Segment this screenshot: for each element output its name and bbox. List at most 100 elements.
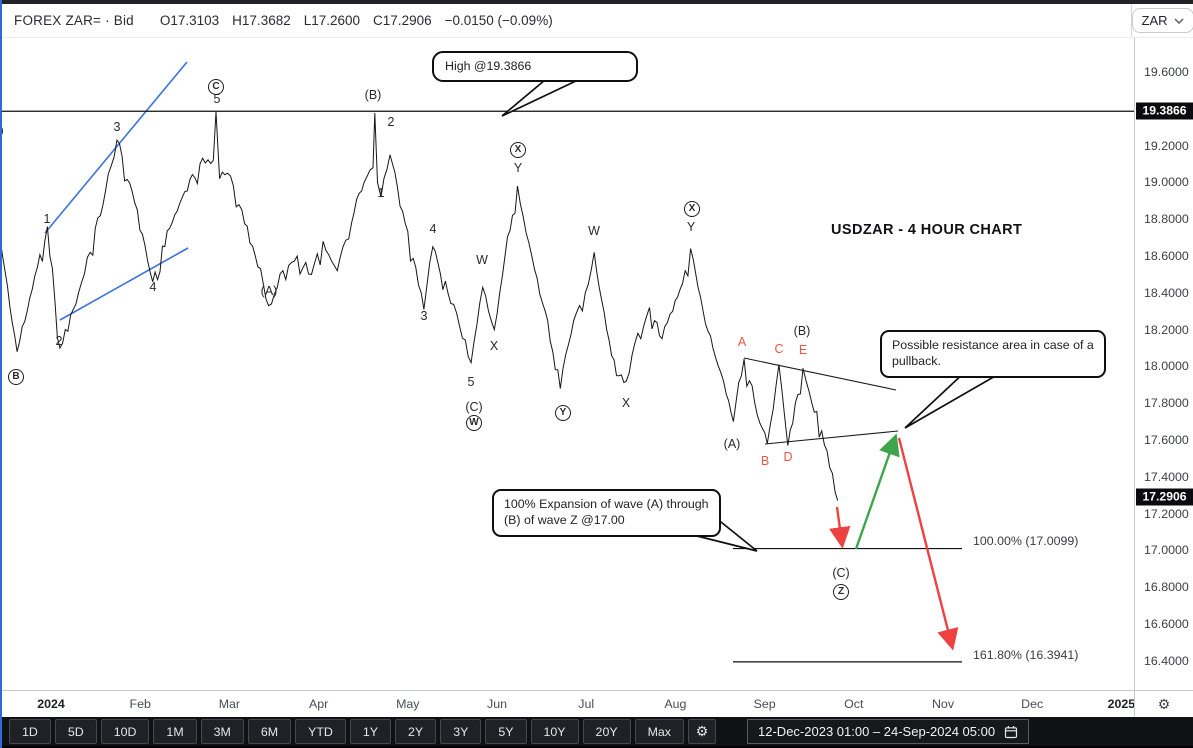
time-axis[interactable]: 2024 Feb Mar Apr May Jun Jul Aug Sep Oct Nov Dec 202… <box>0 690 1193 718</box>
x-axis-label: Aug <box>664 697 687 711</box>
x-axis-label: Jun <box>487 697 507 711</box>
axis-settings-cell: ⚙ <box>1134 691 1193 718</box>
x-axis-label: Jul <box>578 697 595 711</box>
y-axis-label: 19.0000 <box>1144 175 1189 190</box>
toolbar-settings-button[interactable]: ⚙ <box>688 719 717 744</box>
wave-label-c: (C) <box>832 566 850 580</box>
fib-label: 161.80% (16.3941) <box>973 647 1079 662</box>
wave-label-a: (A) <box>260 284 278 298</box>
y-axis-label: 17.4000 <box>1144 469 1189 484</box>
y-axis-label: 19.6000 <box>1144 65 1189 79</box>
y-axis-label: 18.2000 <box>1144 322 1189 337</box>
range-button-5y[interactable]: 5Y <box>485 719 527 744</box>
x-axis-label: Mar <box>218 697 241 711</box>
resistance-callout-text-1: Possible resistance area in case of a <box>892 338 1094 352</box>
x-axis-label: 2024 <box>37 697 65 711</box>
y-axis-label: 17.8000 <box>1144 396 1189 411</box>
ohlc-value: H17.3682 <box>232 13 291 28</box>
range-buttons: 1D 5D 10D 1M 3M 6M YTD 1Y 2Y 3Y 5Y 10Y 20Y Max <box>9 719 685 744</box>
wave-label-y: Y <box>513 161 523 175</box>
price-change: −0.0150 (−0.09%) <box>444 13 553 28</box>
range-button-10d[interactable]: 10D <box>100 719 150 744</box>
wave-label-1: 1 <box>377 186 385 200</box>
chart-annotation-layer: USDZAR - 4 HOUR CHART High @19.3866 Poss… <box>0 38 1134 690</box>
wave-label-b: B <box>760 454 770 468</box>
range-button-20y[interactable]: 20Y <box>582 719 631 744</box>
wave-label-2: 2 <box>387 115 395 129</box>
high-callout[interactable]: High @19.3866 <box>432 51 638 83</box>
chevron-down-icon <box>1173 17 1184 24</box>
wave-label-b: (B) <box>364 88 382 102</box>
wave-label-circled-z: Z <box>833 584 849 600</box>
wave-label-2: 2 <box>55 334 63 348</box>
blue-trendline[interactable] <box>59 247 189 321</box>
wave-label-y: Y <box>686 220 696 234</box>
ohlc-value: L17.2600 <box>303 13 361 28</box>
range-button-3y[interactable]: 3Y <box>440 719 482 744</box>
range-button-6m[interactable]: 6M <box>247 719 292 744</box>
wave-label-e: E <box>798 343 808 357</box>
wave-label-circled-y: Y <box>555 405 571 421</box>
ohlc-value: O17.3103 <box>159 13 220 28</box>
ohlc-value: C17.2906 <box>373 13 432 28</box>
wave-label-3: 3 <box>113 120 121 134</box>
resistance-callout-text-2: pullback. <box>892 354 941 369</box>
high-callout-text: High @19.3866 <box>445 59 532 73</box>
expansion-callout-text-2: (B) of wave Z @17.00 <box>504 513 625 528</box>
y-axis-label: 16.8000 <box>1144 580 1189 595</box>
wave-label-1: 1 <box>43 212 51 226</box>
wave-label-x: X <box>489 339 499 353</box>
triangle-trendline[interactable] <box>764 430 899 445</box>
wave-label-b: (B) <box>793 324 811 338</box>
fib-label: 100.00% (17.0099) <box>973 533 1079 548</box>
x-axis-label: Dec <box>1021 697 1044 711</box>
range-button-10y[interactable]: 10Y <box>530 719 579 744</box>
range-button-5d[interactable]: 5D <box>54 719 97 744</box>
expansion-callout[interactable]: 100% Expansion of wave (A) through (B) o… <box>492 489 721 537</box>
range-button-max[interactable]: Max <box>634 719 685 744</box>
range-button-2y[interactable]: 2Y <box>395 719 437 744</box>
projection-arrow-red[interactable] <box>897 437 959 651</box>
y-axis-label: 17.6000 <box>1144 433 1189 447</box>
triangle-trendline[interactable] <box>743 357 897 391</box>
chart-canvas[interactable]: USDZAR - 4 HOUR CHART High @19.3866 Poss… <box>0 38 1134 690</box>
price-axis[interactable]: 19.6000 19.2000 19.0000 18.8000 18.6000 18.40… <box>1134 38 1193 690</box>
y-axis-label: 18.8000 <box>1144 212 1189 227</box>
projection-arrow-red[interactable] <box>829 506 851 549</box>
range-toolbar: 1D 5D 10D 1M 3M 6M YTD 1Y 2Y 3Y 5Y 10Y 20Y Max ⚙ 12-D… <box>0 717 1193 748</box>
range-button-ytd[interactable]: YTD <box>295 719 346 744</box>
window-top-strip <box>0 0 1193 4</box>
range-button-1y[interactable]: 1Y <box>349 719 392 744</box>
toolbar-gear-icon: ⚙ <box>695 723 709 739</box>
range-button-1m[interactable]: 1M <box>153 719 197 744</box>
projection-arrow-green[interactable] <box>854 433 900 550</box>
wave-label-4: 4 <box>429 222 437 236</box>
quote-bar: FOREX ZAR= · Bid O17.3103 H17.3682 L17.260… <box>0 4 1193 38</box>
high-price-badge: 19.3866 <box>1136 102 1193 120</box>
wave-label-c: C <box>774 342 784 356</box>
x-axis-label: Oct <box>844 697 864 711</box>
wave-label-circled-c: C <box>208 79 224 95</box>
y-axis-label: 18.6000 <box>1144 249 1189 263</box>
wave-label-5: 5 <box>213 92 221 106</box>
currency-select[interactable]: ZAR <box>1131 8 1193 33</box>
wave-label-5: 5 <box>467 375 475 389</box>
x-axis-label: May <box>396 697 420 711</box>
date-range-picker[interactable]: 12-Dec-2023 01:00 – 24-Sep-2024 05:00 <box>747 719 1030 744</box>
resistance-callout[interactable]: Possible resistance area in case of a pu… <box>880 330 1106 378</box>
axis-settings-gear-icon[interactable]: ⚙ <box>1157 696 1171 712</box>
wave-label-w: W <box>588 224 600 238</box>
currency-cell: ZAR <box>1131 4 1193 37</box>
chart-title: USDZAR - 4 HOUR CHART <box>831 222 1023 238</box>
wave-label-a: (A) <box>723 437 741 451</box>
y-axis-label: 18.0000 <box>1144 359 1189 374</box>
expansion-callout-text-1: 100% Expansion of wave (A) through <box>504 497 709 511</box>
range-button-1d[interactable]: 1D <box>9 719 51 744</box>
range-button-3m[interactable]: 3M <box>200 719 244 744</box>
wave-label-x: X <box>621 396 631 410</box>
currency-label: ZAR <box>1141 13 1168 28</box>
wave-label-circled-x: X <box>684 201 700 217</box>
symbol-title: FOREX ZAR= · Bid <box>14 13 134 28</box>
y-axis-label: 16.6000 <box>1144 617 1189 631</box>
